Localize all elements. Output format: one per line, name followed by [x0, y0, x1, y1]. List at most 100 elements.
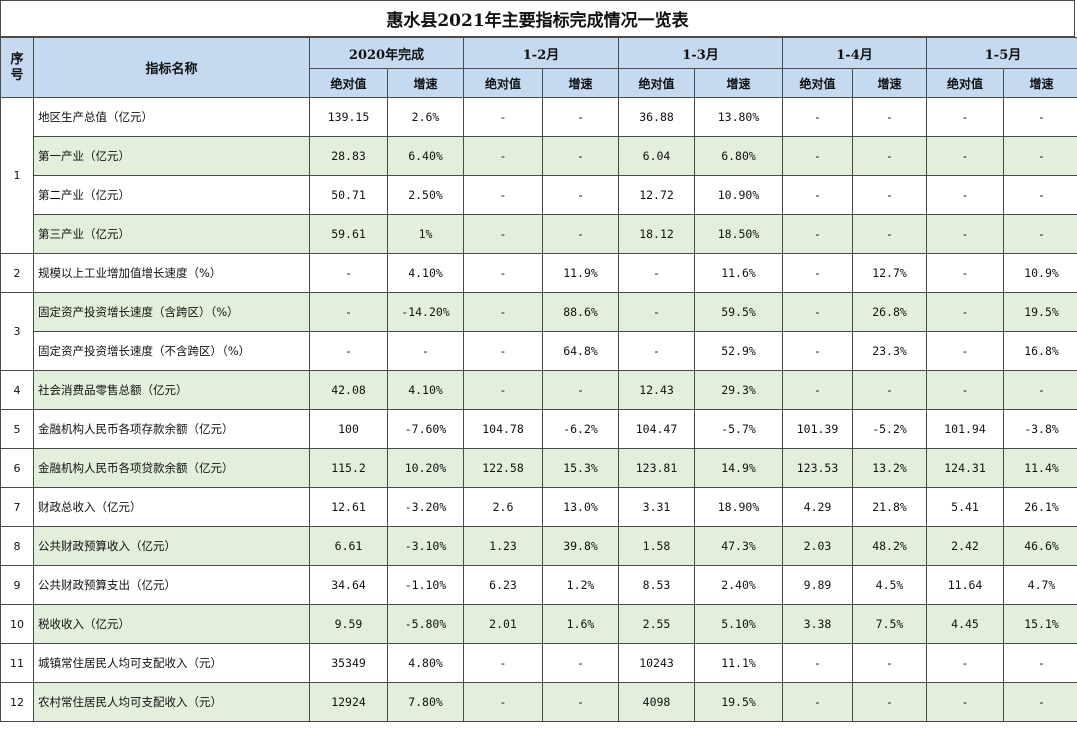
growth-rate-cell[interactable]: -3.20% — [387, 487, 464, 527]
growth-rate-cell[interactable]: 16.8% — [1003, 331, 1077, 371]
growth-rate-cell[interactable]: 48.2% — [852, 526, 927, 566]
growth-rate-cell[interactable]: 13.2% — [852, 448, 927, 488]
header-growth[interactable]: 增速 — [1003, 68, 1077, 98]
indicator-name-cell[interactable]: 规模以上工业增加值增长速度（%） — [33, 253, 310, 293]
growth-rate-cell[interactable]: - — [542, 136, 619, 176]
indicator-name-cell[interactable]: 固定资产投资增长速度（含跨区）（%） — [33, 292, 310, 332]
absolute-value-cell[interactable]: 4.29 — [782, 487, 853, 527]
absolute-value-cell[interactable]: 101.39 — [782, 409, 853, 449]
absolute-value-cell[interactable]: 2.55 — [618, 604, 695, 644]
growth-rate-cell[interactable]: 7.5% — [852, 604, 927, 644]
absolute-value-cell[interactable]: 28.83 — [309, 136, 388, 176]
growth-rate-cell[interactable]: -3.8% — [1003, 409, 1077, 449]
seq-cell[interactable]: 8 — [0, 526, 34, 566]
growth-rate-cell[interactable]: 4.7% — [1003, 565, 1077, 605]
seq-cell[interactable]: 7 — [0, 487, 34, 527]
growth-rate-cell[interactable]: -6.2% — [542, 409, 619, 449]
growth-rate-cell[interactable]: 4.10% — [387, 370, 464, 410]
growth-rate-cell[interactable]: -7.60% — [387, 409, 464, 449]
absolute-value-cell[interactable]: 104.78 — [463, 409, 543, 449]
absolute-value-cell[interactable]: - — [782, 370, 853, 410]
growth-rate-cell[interactable]: 13.80% — [694, 97, 783, 137]
growth-rate-cell[interactable]: 11.4% — [1003, 448, 1077, 488]
header-period[interactable]: 1-4月 — [782, 37, 927, 69]
absolute-value-cell[interactable]: 123.53 — [782, 448, 853, 488]
absolute-value-cell[interactable]: 12924 — [309, 682, 388, 722]
growth-rate-cell[interactable]: 46.6% — [1003, 526, 1077, 566]
absolute-value-cell[interactable]: 6.04 — [618, 136, 695, 176]
seq-cell[interactable]: 4 — [0, 370, 34, 410]
growth-rate-cell[interactable]: 52.9% — [694, 331, 783, 371]
growth-rate-cell[interactable]: 2.50% — [387, 175, 464, 215]
absolute-value-cell[interactable]: 123.81 — [618, 448, 695, 488]
growth-rate-cell[interactable]: - — [542, 97, 619, 137]
growth-rate-cell[interactable]: 26.8% — [852, 292, 927, 332]
indicator-name-cell[interactable]: 城镇常住居民人均可支配收入（元） — [33, 643, 310, 683]
absolute-value-cell[interactable]: - — [463, 331, 543, 371]
growth-rate-cell[interactable]: -3.10% — [387, 526, 464, 566]
growth-rate-cell[interactable]: 18.50% — [694, 214, 783, 254]
growth-rate-cell[interactable]: 6.40% — [387, 136, 464, 176]
absolute-value-cell[interactable]: 34.64 — [309, 565, 388, 605]
absolute-value-cell[interactable]: - — [782, 331, 853, 371]
growth-rate-cell[interactable]: - — [1003, 370, 1077, 410]
growth-rate-cell[interactable]: -5.7% — [694, 409, 783, 449]
indicator-name-cell[interactable]: 农村常住居民人均可支配收入（元） — [33, 682, 310, 722]
absolute-value-cell[interactable]: - — [782, 292, 853, 332]
growth-rate-cell[interactable]: - — [1003, 643, 1077, 683]
seq-cell[interactable]: 11 — [0, 643, 34, 683]
header-seq[interactable]: 序号 — [0, 37, 34, 98]
header-name[interactable]: 指标名称 — [33, 37, 310, 98]
growth-rate-cell[interactable]: 11.9% — [542, 253, 619, 293]
growth-rate-cell[interactable]: 18.90% — [694, 487, 783, 527]
header-growth[interactable]: 增速 — [387, 68, 464, 98]
growth-rate-cell[interactable]: - — [542, 682, 619, 722]
growth-rate-cell[interactable]: - — [1003, 214, 1077, 254]
seq-cell[interactable]: 2 — [0, 253, 34, 293]
growth-rate-cell[interactable]: 1% — [387, 214, 464, 254]
absolute-value-cell[interactable]: - — [309, 331, 388, 371]
growth-rate-cell[interactable]: - — [542, 643, 619, 683]
absolute-value-cell[interactable]: 11.64 — [926, 565, 1004, 605]
growth-rate-cell[interactable]: - — [852, 682, 927, 722]
absolute-value-cell[interactable]: - — [926, 682, 1004, 722]
growth-rate-cell[interactable]: 39.8% — [542, 526, 619, 566]
absolute-value-cell[interactable]: - — [782, 97, 853, 137]
growth-rate-cell[interactable]: - — [852, 643, 927, 683]
absolute-value-cell[interactable]: 42.08 — [309, 370, 388, 410]
growth-rate-cell[interactable]: - — [1003, 682, 1077, 722]
absolute-value-cell[interactable]: - — [926, 214, 1004, 254]
growth-rate-cell[interactable]: - — [1003, 175, 1077, 215]
growth-rate-cell[interactable]: - — [387, 331, 464, 371]
growth-rate-cell[interactable]: 15.1% — [1003, 604, 1077, 644]
header-period[interactable]: 1-3月 — [618, 37, 783, 69]
growth-rate-cell[interactable]: -14.20% — [387, 292, 464, 332]
growth-rate-cell[interactable]: 2.40% — [694, 565, 783, 605]
growth-rate-cell[interactable]: -5.80% — [387, 604, 464, 644]
absolute-value-cell[interactable]: 2.6 — [463, 487, 543, 527]
absolute-value-cell[interactable]: - — [463, 253, 543, 293]
absolute-value-cell[interactable]: 5.41 — [926, 487, 1004, 527]
header-abs[interactable]: 绝对值 — [782, 68, 853, 98]
absolute-value-cell[interactable]: - — [618, 292, 695, 332]
indicator-name-cell[interactable]: 社会消费品零售总额（亿元） — [33, 370, 310, 410]
absolute-value-cell[interactable]: 12.61 — [309, 487, 388, 527]
absolute-value-cell[interactable]: - — [782, 643, 853, 683]
growth-rate-cell[interactable]: - — [542, 214, 619, 254]
growth-rate-cell[interactable]: - — [542, 175, 619, 215]
header-period[interactable]: 2020年完成 — [309, 37, 464, 69]
absolute-value-cell[interactable]: 10243 — [618, 643, 695, 683]
absolute-value-cell[interactable]: 9.89 — [782, 565, 853, 605]
growth-rate-cell[interactable]: -1.10% — [387, 565, 464, 605]
absolute-value-cell[interactable]: 101.94 — [926, 409, 1004, 449]
growth-rate-cell[interactable]: 4.10% — [387, 253, 464, 293]
growth-rate-cell[interactable]: 4.80% — [387, 643, 464, 683]
header-growth[interactable]: 增速 — [542, 68, 619, 98]
absolute-value-cell[interactable]: - — [618, 331, 695, 371]
growth-rate-cell[interactable]: 7.80% — [387, 682, 464, 722]
absolute-value-cell[interactable]: 122.58 — [463, 448, 543, 488]
indicator-name-cell[interactable]: 金融机构人民币各项存款余额（亿元） — [33, 409, 310, 449]
growth-rate-cell[interactable]: -5.2% — [852, 409, 927, 449]
indicator-name-cell[interactable]: 第三产业（亿元） — [33, 214, 310, 254]
growth-rate-cell[interactable]: 10.9% — [1003, 253, 1077, 293]
